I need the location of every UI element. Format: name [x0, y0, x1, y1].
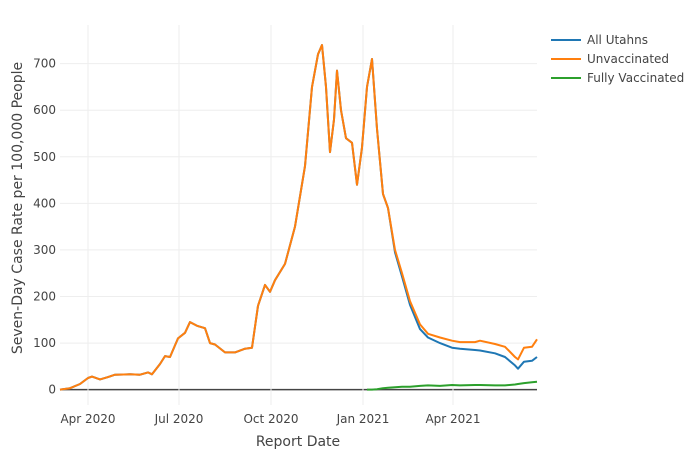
- x-tick-label: Jul 2020: [154, 412, 204, 426]
- series-lines: [59, 44, 538, 391]
- x-tick-label: Jan 2021: [336, 412, 390, 426]
- y-tick-label: 100: [33, 336, 56, 350]
- y-tick-label: 700: [33, 57, 56, 71]
- y-axis-label: Seven-Day Case Rate per 100,000 People: [10, 62, 26, 354]
- x-tick-label: Apr 2021: [425, 412, 480, 426]
- x-tick-label: Oct 2020: [243, 412, 298, 426]
- legend-label: All Utahns: [587, 33, 648, 47]
- series-line-fully-vaccinated: [367, 380, 538, 391]
- y-tick-label: 0: [48, 383, 56, 397]
- gridlines: [60, 25, 537, 405]
- y-tick-label: 500: [33, 150, 56, 164]
- series-line-unvaccinated: [59, 44, 538, 391]
- legend: All Utahns Unvaccinated Fully Vaccinated: [551, 33, 684, 85]
- x-tick-label: Apr 2020: [60, 412, 115, 426]
- y-tick-label: 600: [33, 103, 56, 117]
- x-axis-label: Report Date: [256, 434, 340, 450]
- y-tick-label: 400: [33, 196, 56, 210]
- series-line-all-utahns: [59, 44, 538, 391]
- legend-label: Unvaccinated: [587, 52, 669, 66]
- y-tick-label: 300: [33, 243, 56, 257]
- legend-label: Fully Vaccinated: [587, 71, 684, 85]
- tick-labels: 0 100 200 300 400 500 600 700 Apr 2020 Jul 2020 Oc…: [33, 57, 480, 426]
- y-tick-label: 200: [33, 289, 56, 303]
